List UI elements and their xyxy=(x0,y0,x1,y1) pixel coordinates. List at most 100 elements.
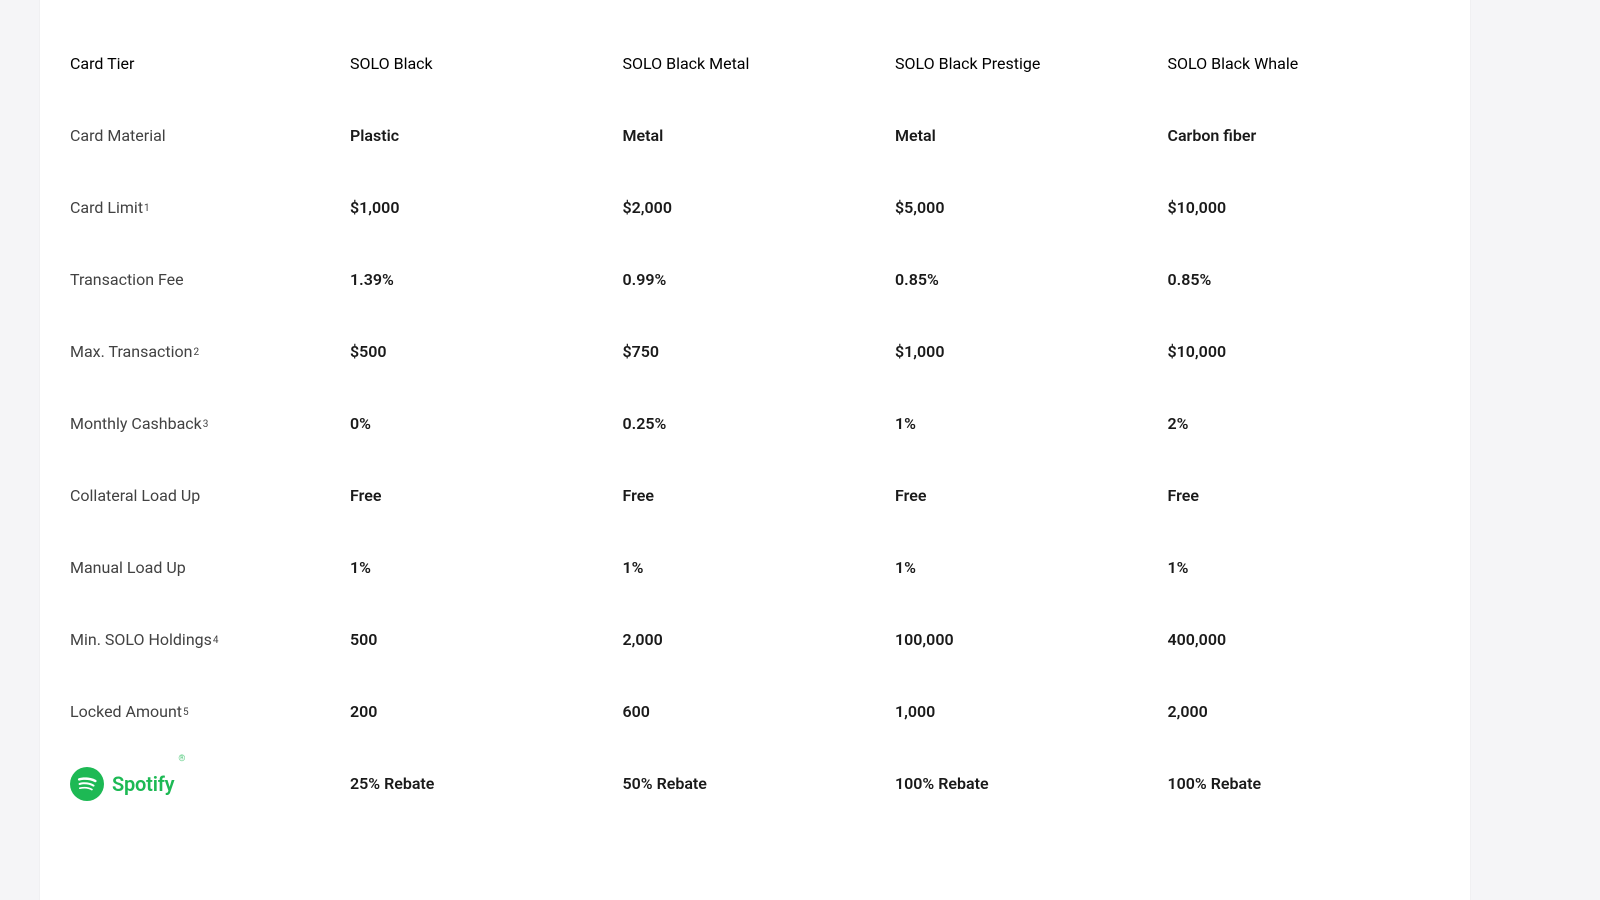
label-sup: 5 xyxy=(183,706,189,719)
row-value: 200 xyxy=(350,676,623,748)
label-text: Max. Transaction xyxy=(70,342,193,363)
row-value: 1% xyxy=(1168,532,1441,604)
value-text: 1% xyxy=(895,558,916,579)
col-header-tier-2: SOLO Black Metal xyxy=(623,28,896,100)
col-header-label: Card Tier xyxy=(70,28,350,100)
row-label: Max. Transaction2 xyxy=(70,316,350,388)
label-text: Card Limit xyxy=(70,198,143,219)
value-text: 2,000 xyxy=(623,630,663,651)
value-text: 25% Rebate xyxy=(350,774,434,795)
row-value: 25% Rebate xyxy=(350,748,623,820)
row-label: Manual Load Up xyxy=(70,532,350,604)
value-text: Metal xyxy=(895,126,936,147)
row-value: $500 xyxy=(350,316,623,388)
row-value: 0.85% xyxy=(1168,244,1441,316)
col-header-tier-3: SOLO Black Prestige xyxy=(895,28,1168,100)
header-text: SOLO Black Prestige xyxy=(895,54,1040,75)
row-value: 500 xyxy=(350,604,623,676)
value-text: 1% xyxy=(350,558,371,579)
label-sup: 1 xyxy=(144,202,150,215)
value-text: 0.85% xyxy=(1168,270,1212,291)
value-text: 1% xyxy=(895,414,916,435)
row-value: Carbon fiber xyxy=(1168,100,1441,172)
value-text: $10,000 xyxy=(1168,198,1227,219)
value-text: $5,000 xyxy=(895,198,944,219)
row-value: 1% xyxy=(895,532,1168,604)
row-value: $10,000 xyxy=(1168,316,1441,388)
value-text: Plastic xyxy=(350,126,399,147)
row-value: Plastic xyxy=(350,100,623,172)
row-value: 100% Rebate xyxy=(895,748,1168,820)
row-value: 2,000 xyxy=(1168,676,1441,748)
value-text: $500 xyxy=(350,342,387,363)
row-value: 2,000 xyxy=(623,604,896,676)
row-label: Min. SOLO Holdings4 xyxy=(70,604,350,676)
row-value: 400,000 xyxy=(1168,604,1441,676)
row-label: Collateral Load Up xyxy=(70,460,350,532)
row-value: 1,000 xyxy=(895,676,1168,748)
value-text: Free xyxy=(623,486,654,507)
value-text: Free xyxy=(1168,486,1199,507)
row-label: Card Material xyxy=(70,100,350,172)
label-sup: 2 xyxy=(194,346,200,359)
row-value: Metal xyxy=(895,100,1168,172)
col-header-tier-4: SOLO Black Whale xyxy=(1168,28,1441,100)
label-text: Locked Amount xyxy=(70,702,182,723)
value-text: $10,000 xyxy=(1168,342,1227,363)
spotify-icon xyxy=(70,767,104,801)
col-header-tier-1: SOLO Black xyxy=(350,28,623,100)
value-text: 1,000 xyxy=(895,702,935,723)
value-text: 1% xyxy=(1168,558,1189,579)
row-value: Free xyxy=(1168,460,1441,532)
label-text: Monthly Cashback xyxy=(70,414,202,435)
value-text: 2% xyxy=(1168,414,1189,435)
row-label: Monthly Cashback3 xyxy=(70,388,350,460)
comparison-table: Card Tier SOLO Black SOLO Black Metal SO… xyxy=(40,0,1470,820)
value-text: Carbon fiber xyxy=(1168,126,1257,147)
row-label: Locked Amount5 xyxy=(70,676,350,748)
value-text: Metal xyxy=(623,126,664,147)
brand-row-label: Spotify ® xyxy=(70,748,350,820)
brand-name: Spotify xyxy=(112,771,174,797)
label-sup: 4 xyxy=(213,634,219,647)
value-text: 100% Rebate xyxy=(1168,774,1262,795)
header-text: SOLO Black Whale xyxy=(1168,54,1299,75)
header-text: SOLO Black xyxy=(350,54,433,75)
value-text: $1,000 xyxy=(895,342,944,363)
value-text: 100% Rebate xyxy=(895,774,989,795)
value-text: 2,000 xyxy=(1168,702,1208,723)
row-value: 50% Rebate xyxy=(623,748,896,820)
value-text: 1% xyxy=(623,558,644,579)
row-value: 1.39% xyxy=(350,244,623,316)
label-text: Card Material xyxy=(70,126,166,147)
label-text: Transaction Fee xyxy=(70,270,184,291)
row-label: Card Limit1 xyxy=(70,172,350,244)
value-text: $1,000 xyxy=(350,198,399,219)
value-text: 400,000 xyxy=(1168,630,1227,651)
label-sup: 3 xyxy=(203,418,209,431)
header-text: Card Tier xyxy=(70,54,134,75)
row-value: $1,000 xyxy=(350,172,623,244)
label-text: Collateral Load Up xyxy=(70,486,200,507)
value-text: 1.39% xyxy=(350,270,394,291)
value-text: Free xyxy=(895,486,926,507)
value-text: 100,000 xyxy=(895,630,954,651)
row-value: Metal xyxy=(623,100,896,172)
label-text: Manual Load Up xyxy=(70,558,186,579)
row-label: Transaction Fee xyxy=(70,244,350,316)
row-value: 0.99% xyxy=(623,244,896,316)
value-text: 500 xyxy=(350,630,377,651)
value-text: 200 xyxy=(350,702,377,723)
comparison-card: Card Tier SOLO Black SOLO Black Metal SO… xyxy=(40,0,1470,900)
row-value: $1,000 xyxy=(895,316,1168,388)
value-text: 0.85% xyxy=(895,270,939,291)
row-value: $2,000 xyxy=(623,172,896,244)
row-value: Free xyxy=(623,460,896,532)
row-value: 100% Rebate xyxy=(1168,748,1441,820)
row-value: Free xyxy=(895,460,1168,532)
row-value: $750 xyxy=(623,316,896,388)
row-value: $10,000 xyxy=(1168,172,1441,244)
row-value: 100,000 xyxy=(895,604,1168,676)
value-text: 600 xyxy=(623,702,650,723)
row-value: 2% xyxy=(1168,388,1441,460)
